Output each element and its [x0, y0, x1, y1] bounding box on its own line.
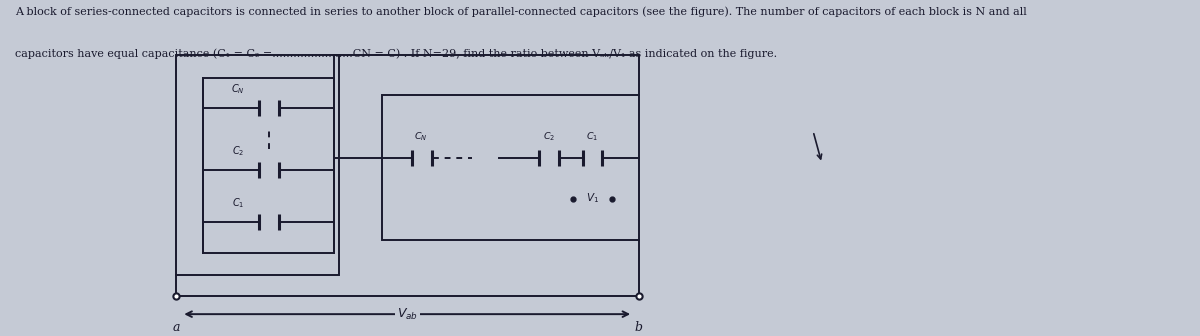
Text: $C_N$: $C_N$ — [230, 82, 245, 96]
Text: a: a — [172, 321, 180, 334]
Bar — [204, 78, 334, 253]
Text: capacitors have equal capacitance (C₁ = C₂ =.......................CN = C) . If : capacitors have equal capacitance (C₁ = … — [14, 48, 776, 59]
Text: $C_2$: $C_2$ — [232, 144, 244, 158]
Text: $V_{ab}$: $V_{ab}$ — [397, 306, 418, 322]
Text: $C_2$: $C_2$ — [542, 131, 554, 143]
Text: $C_N$: $C_N$ — [414, 131, 427, 143]
Text: $V_1$: $V_1$ — [586, 192, 599, 205]
Text: b: b — [635, 321, 642, 334]
Text: A block of series-connected capacitors is connected in series to another block o: A block of series-connected capacitors i… — [14, 6, 1026, 17]
Text: $C_1$: $C_1$ — [232, 196, 244, 210]
Text: $C_1$: $C_1$ — [587, 131, 599, 143]
Bar — [383, 95, 638, 240]
Bar — [176, 55, 340, 275]
